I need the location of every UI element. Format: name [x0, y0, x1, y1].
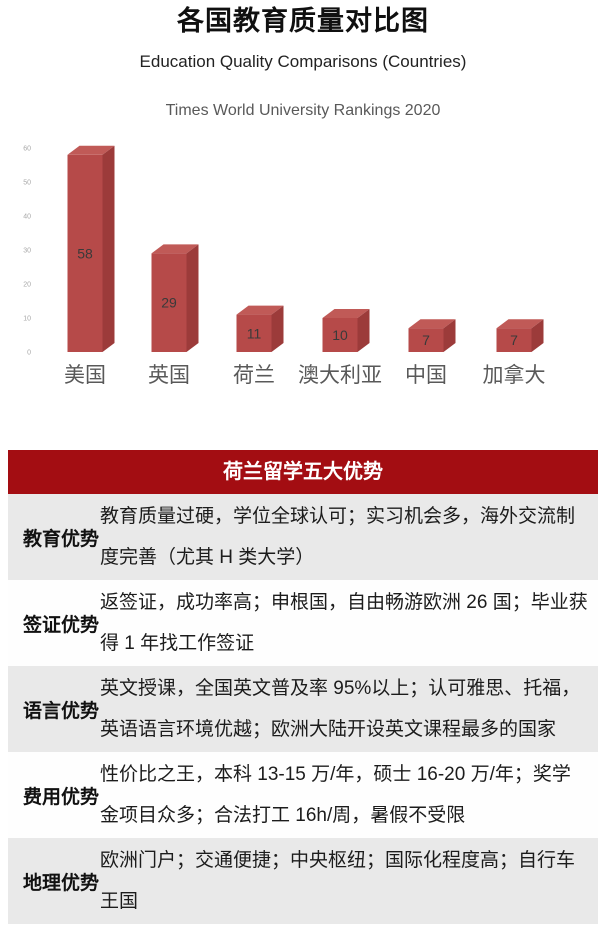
category-label: 美国: [64, 364, 106, 387]
page-title: 各国教育质量对比图: [177, 6, 429, 36]
table-row: 签证优势 返签证，成功率高；申根国，自由畅游欧洲 26 国；毕业获得 1 年找工…: [8, 580, 598, 666]
category-label: 加拿大: [483, 363, 546, 387]
y-tick-label: 30: [23, 248, 31, 255]
bar: 11: [236, 305, 284, 352]
bar-chart: 0 10 20 30 40 50 60 58 美国 29 英国 11 荷兰 10 澳大利亚 7 中国 7 加拿大: [0, 130, 606, 400]
bar-value-label: 7: [422, 332, 430, 348]
row-content: 性价比之王，本科 13-15 万/年，硕士 16-20 万/年；奖学金项目众多；…: [100, 764, 571, 826]
table-row: 费用优势 性价比之王，本科 13-15 万/年，硕士 16-20 万/年；奖学金…: [8, 752, 598, 838]
bar-front-face: [67, 154, 103, 352]
y-tick-label: 0: [27, 350, 31, 357]
bar-top-face: [236, 305, 284, 315]
row-content: 返签证，成功率高；申根国，自由畅游欧洲 26 国；毕业获得 1 年找工作签证: [100, 592, 588, 654]
bar-side-face: [357, 309, 370, 352]
row-label: 签证优势: [23, 614, 100, 636]
bar-side-face: [186, 244, 199, 352]
bar-front-face: [322, 318, 358, 352]
bar-top-face: [67, 145, 115, 155]
bar-top-face: [151, 244, 199, 254]
bar-value-label: 11: [247, 325, 262, 341]
bar: 29: [151, 244, 199, 352]
bar-value-label: 7: [510, 332, 518, 348]
bar-top-face: [496, 319, 544, 329]
category-label: 中国: [405, 364, 447, 387]
bar-top-face: [408, 319, 456, 329]
advantages-table-header: 荷兰留学五大优势: [8, 450, 598, 494]
bar-front-face: [408, 328, 444, 352]
row-label: 教育优势: [23, 528, 100, 550]
bar-side-face: [102, 145, 115, 352]
bar-value-label: 58: [77, 245, 93, 261]
category-label: 英国: [148, 364, 190, 387]
bar-side-face: [531, 319, 544, 352]
bar-side-face: [443, 319, 456, 352]
chart-caption: Times World University Rankings 2020: [165, 102, 441, 119]
bar: 7: [496, 319, 544, 352]
bar-front-face: [236, 314, 272, 352]
bar-side-face: [271, 305, 284, 352]
bar-value-label: 29: [161, 295, 177, 311]
y-tick-label: 40: [23, 214, 31, 221]
bar: 58: [67, 145, 115, 352]
row-content: 教育质量过硬，学位全球认可；实习机会多，海外交流制度完善（尤其 H 类大学）: [100, 506, 576, 568]
row-label: 地理优势: [23, 872, 100, 894]
row-content: 欧洲门户；交通便捷；中央枢纽；国际化程度高；自行车王国: [100, 850, 576, 912]
page: 各国教育质量对比图 Education Quality Comparisons …: [0, 6, 606, 924]
advantages-table: 荷兰留学五大优势 教育优势 教育质量过硬，学位全球认可；实习机会多，海外交流制度…: [8, 450, 598, 924]
y-tick-label: 50: [23, 180, 31, 187]
y-tick-label: 10: [23, 316, 31, 323]
bar-front-face: [496, 328, 532, 352]
category-label: 荷兰: [233, 364, 275, 387]
y-tick-label: 20: [23, 282, 31, 289]
table-row: 语言优势 英文授课，全国英文普及率 95%以上；认可雅思、托福，英语语言环境优越…: [8, 666, 598, 752]
table-row: 教育优势 教育质量过硬，学位全球认可；实习机会多，海外交流制度完善（尤其 H 类…: [8, 494, 598, 580]
bar: 7: [408, 319, 456, 352]
page-subtitle: Education Quality Comparisons (Countries…: [139, 52, 467, 71]
bar: 10: [322, 309, 370, 352]
bar-chart-svg: 0 10 20 30 40 50 60 58 美国 29 英国 11 荷兰 10 澳大利亚 7 中国 7 加拿大: [23, 145, 546, 388]
bar-front-face: [151, 253, 187, 352]
bar-value-label: 10: [332, 327, 348, 343]
category-label: 澳大利亚: [298, 364, 382, 387]
y-tick-label: 60: [23, 146, 31, 153]
table-row: 地理优势 欧洲门户；交通便捷；中央枢纽；国际化程度高；自行车王国: [8, 838, 598, 924]
advantages-table-body: 教育优势 教育质量过硬，学位全球认可；实习机会多，海外交流制度完善（尤其 H 类…: [8, 494, 598, 924]
row-label: 语言优势: [23, 700, 100, 722]
bar-top-face: [322, 309, 370, 318]
row-content: 英文授课，全国英文普及率 95%以上；认可雅思、托福，英语语言环境优越；欧洲大陆…: [100, 678, 581, 740]
row-label: 费用优势: [23, 786, 100, 808]
